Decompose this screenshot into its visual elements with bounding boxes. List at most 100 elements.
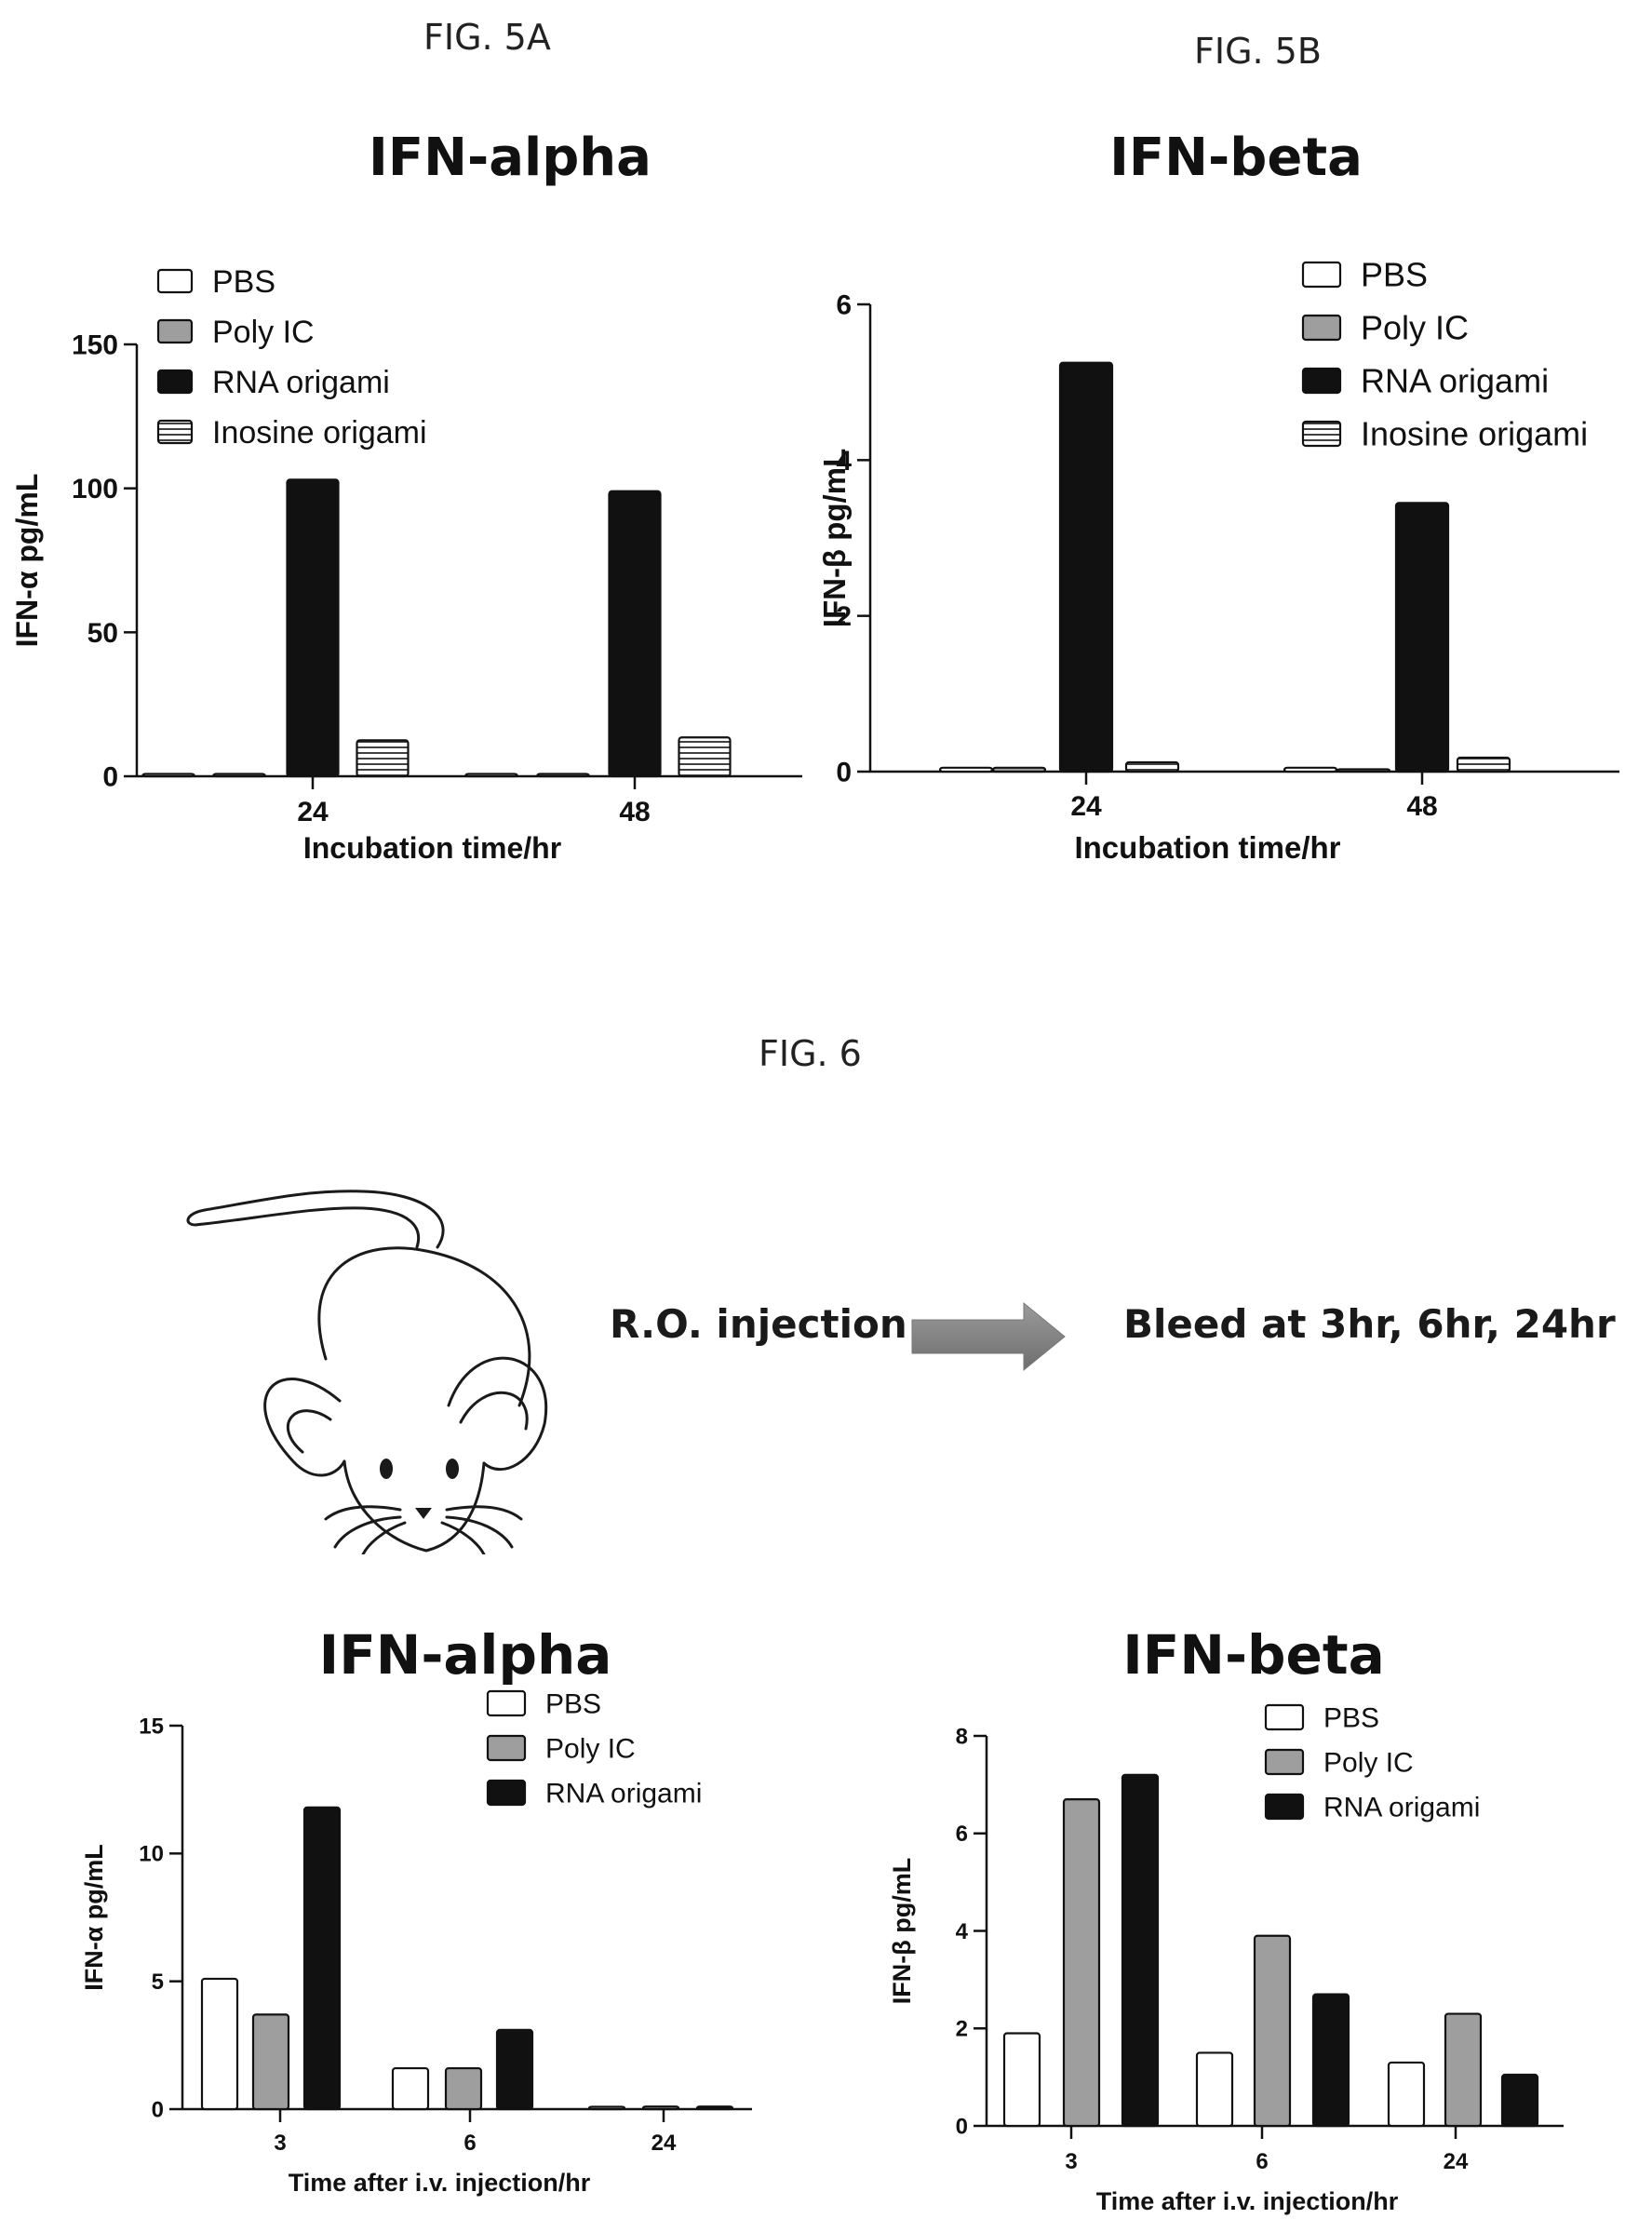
chart-title: IFN-beta xyxy=(1122,1623,1385,1687)
legend-swatch-poly-ic xyxy=(1264,1748,1305,1776)
y-tick-label: 0 xyxy=(956,2114,968,2139)
bar-pbs-24 xyxy=(938,766,994,773)
legend-label-poly-ic: Poly IC xyxy=(1361,309,1469,347)
bar-rna-origami-24 xyxy=(695,2105,734,2111)
x-tick-label: 3 xyxy=(274,2131,286,2156)
y-tick-label: 50 xyxy=(87,618,118,649)
legend-swatch-rna-origami xyxy=(1264,1793,1305,1821)
y-tick-label: 8 xyxy=(956,1724,968,1749)
bar-poly-ic-24 xyxy=(1444,2012,1483,2128)
legend-label-rna-origami: RNA origami xyxy=(545,1779,702,1809)
chart-title: IFN-alpha xyxy=(319,1623,612,1687)
bar-inosine-origami-24 xyxy=(356,739,410,778)
legend-label-pbs: PBS xyxy=(1323,1703,1379,1734)
legend-swatch-poly-ic xyxy=(1301,314,1342,342)
y-tick-label: 15 xyxy=(139,1714,164,1739)
mouse-illustration-icon xyxy=(186,1190,548,1554)
legend-swatch-rna-origami xyxy=(1301,367,1342,395)
legend-swatch-rna-origami xyxy=(486,1779,527,1807)
bar-poly-ic-3 xyxy=(251,2013,290,2111)
x-tick-label: 24 xyxy=(1070,791,1102,822)
bar-rna-origami-6 xyxy=(495,2028,534,2111)
legend-label-pbs: PBS xyxy=(1361,256,1428,294)
legend-label-poly-ic: Poly IC xyxy=(212,315,315,350)
bar-poly-ic-3 xyxy=(1062,1797,1101,2128)
bar-rna-origami-24 xyxy=(1500,2073,1539,2128)
flow-step-bleed: Bleed at 3hr, 6hr, 24hr xyxy=(1123,1301,1616,1347)
bar-pbs-24 xyxy=(587,2105,626,2111)
x-axis-label: Incubation time/hr xyxy=(303,831,561,865)
bar-pbs-24 xyxy=(141,773,195,778)
y-axis-label: IFN-β pg/mL xyxy=(888,1858,916,2004)
bar-poly-ic-6 xyxy=(444,2066,483,2111)
bar-pbs-3 xyxy=(200,1977,239,2111)
y-tick-label: 6 xyxy=(956,1822,968,1847)
bar-rna-origami-3 xyxy=(302,1806,342,2111)
legend-swatch-pbs xyxy=(156,268,194,294)
legend-label-rna-origami: RNA origami xyxy=(212,365,390,400)
legend-swatch-pbs xyxy=(1301,261,1342,289)
fig-5a-label: FIG. 5A xyxy=(423,17,551,58)
x-axis-label: Time after i.v. injection/hr xyxy=(1096,2187,1399,2215)
legend-swatch-pbs xyxy=(1264,1703,1305,1731)
legend-label-rna-origami: RNA origami xyxy=(1361,362,1549,400)
bar-poly-ic-24 xyxy=(212,773,266,778)
x-axis-label: Time after i.v. injection/hr xyxy=(289,2169,591,2197)
bar-poly-ic-24 xyxy=(641,2105,680,2111)
legend-swatch-inosine-origami xyxy=(1301,420,1342,448)
legend-label-pbs: PBS xyxy=(212,264,275,300)
bar-inosine-origami-48 xyxy=(1456,756,1511,773)
x-tick-label: 24 xyxy=(1444,2149,1469,2174)
legend-label-pbs: PBS xyxy=(545,1689,601,1720)
y-tick-label: 100 xyxy=(72,474,118,504)
x-axis-label: Incubation time/hr xyxy=(1074,830,1340,865)
legend-label-inosine-origami: Inosine origami xyxy=(212,415,427,450)
bar-pbs-6 xyxy=(391,2066,430,2111)
bar-pbs-24 xyxy=(1387,2061,1426,2128)
y-tick-label: 2 xyxy=(956,2017,968,2042)
y-tick-label: 10 xyxy=(139,1842,164,1867)
chart-title: IFN-beta xyxy=(1109,128,1363,188)
legend-swatch-rna-origami xyxy=(156,369,194,395)
y-tick-label: 4 xyxy=(836,446,852,477)
bar-inosine-origami-48 xyxy=(678,736,732,778)
chart-title: IFN-alpha xyxy=(369,128,651,188)
bar-rna-origami-24 xyxy=(286,478,340,778)
y-axis-label: IFN-α pg/mL xyxy=(80,1844,108,1991)
legend-swatch-poly-ic xyxy=(486,1734,527,1762)
x-tick-label: 24 xyxy=(297,797,329,827)
bar-poly-ic-24 xyxy=(991,766,1047,773)
y-tick-label: 150 xyxy=(72,330,118,361)
flow-step-injection: R.O. injection xyxy=(610,1301,907,1347)
y-tick-label: 5 xyxy=(152,1970,164,1995)
bar-pbs-48 xyxy=(1283,766,1338,773)
legend-label-poly-ic: Poly IC xyxy=(545,1734,636,1765)
y-axis-label: IFN-α pg/mL xyxy=(10,474,44,648)
bar-pbs-3 xyxy=(1002,2032,1041,2128)
legend-swatch-inosine-origami xyxy=(156,419,194,445)
y-tick-label: 0 xyxy=(152,2097,164,2122)
y-tick-label: 0 xyxy=(102,762,118,793)
bar-rna-origami-6 xyxy=(1311,1993,1350,2128)
x-tick-label: 48 xyxy=(1406,791,1437,822)
fig-5b-label: FIG. 5B xyxy=(1194,31,1322,72)
bar-inosine-origami-24 xyxy=(1124,760,1180,773)
x-tick-label: 3 xyxy=(1065,2149,1077,2174)
bar-pbs-48 xyxy=(464,773,518,778)
chart-fig5a: IFN-alpha 0 50 100 150 24 48 Incubation time/hr… xyxy=(10,128,802,865)
legend-swatch-poly-ic xyxy=(156,318,194,344)
x-tick-label: 24 xyxy=(651,2131,677,2156)
legend-label-inosine-origami: Inosine origami xyxy=(1361,415,1588,453)
bar-rna-origami-24 xyxy=(1058,361,1114,773)
bar-rna-origami-48 xyxy=(608,490,662,778)
bar-poly-ic-48 xyxy=(1336,768,1391,773)
legend-label-poly-ic: Poly IC xyxy=(1323,1748,1414,1779)
chart-fig6a: IFN-alpha 0 5 10 15 3 6 24 Time after i.v. injec… xyxy=(80,1623,752,2197)
legend-label-rna-origami: RNA origami xyxy=(1323,1793,1480,1823)
y-tick-label: 2 xyxy=(836,601,852,632)
bar-pbs-6 xyxy=(1195,2051,1234,2128)
bar-rna-origami-3 xyxy=(1121,1773,1160,2128)
y-tick-label: 0 xyxy=(836,758,852,788)
